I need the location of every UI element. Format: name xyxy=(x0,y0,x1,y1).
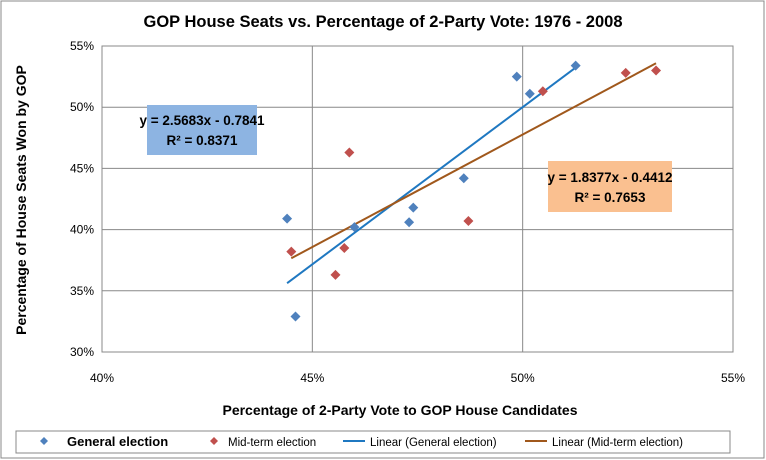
general-label-box xyxy=(147,105,257,155)
legend-general-trend: Linear (General election) xyxy=(370,437,497,449)
x-axis-label: Percentage of 2-Party Vote to GOP House … xyxy=(222,402,577,418)
midterm-r2: R² = 0.7653 xyxy=(575,190,646,205)
x-tick-label: 45% xyxy=(300,371,324,385)
legend-general-marker xyxy=(40,437,48,445)
y-tick-label: 45% xyxy=(70,161,94,175)
general-point xyxy=(570,60,581,71)
x-tick-label: 55% xyxy=(721,371,745,385)
general-point xyxy=(458,173,469,184)
general-r2: R² = 0.8371 xyxy=(167,133,238,148)
legend-box xyxy=(15,430,731,454)
y-tick-label: 40% xyxy=(70,223,94,237)
general-point xyxy=(408,202,419,213)
x-tick-label: 50% xyxy=(511,371,535,385)
legend-midterm-trend: Linear (Mid-term election) xyxy=(552,437,683,449)
legend-midterm: Mid-term election xyxy=(228,437,316,449)
midterm-equation: y = 1.8377x - 0.4412 xyxy=(548,170,673,185)
general-point xyxy=(404,217,415,228)
general-trendline xyxy=(286,66,577,284)
midterm-point xyxy=(344,147,355,158)
midterm-point xyxy=(330,269,341,280)
chart-title: GOP House Seats vs. Percentage of 2-Part… xyxy=(143,13,622,31)
midterm-trendline-label: y = 1.8377x - 0.4412 R² = 0.7653 xyxy=(548,161,673,212)
midterm-point xyxy=(286,246,297,257)
legend: General election Mid-term election Linea… xyxy=(15,430,731,454)
midterm-label-box xyxy=(548,161,672,212)
general-point xyxy=(511,71,522,82)
midterm-point xyxy=(620,67,631,78)
legend-midterm-marker xyxy=(210,437,218,445)
y-tick-label: 55% xyxy=(70,39,94,53)
y-tick-label: 30% xyxy=(70,345,94,359)
legend-general: General election xyxy=(67,434,168,449)
midterm-point xyxy=(651,65,662,76)
general-equation: y = 2.5683x - 0.7841 xyxy=(140,113,265,128)
x-tick-label: 40% xyxy=(90,371,114,385)
general-trendline-label: y = 2.5683x - 0.7841 R² = 0.8371 xyxy=(140,105,265,155)
y-tick-label: 50% xyxy=(70,100,94,114)
midterm-point xyxy=(537,86,548,97)
general-point xyxy=(349,222,360,233)
y-axis-label: Percentage of House Seats Won by GOP xyxy=(13,65,29,335)
general-point xyxy=(282,213,293,224)
midterm-point xyxy=(339,242,350,253)
general-point xyxy=(524,88,535,99)
y-tick-label: 35% xyxy=(70,284,94,298)
general-point xyxy=(290,311,301,322)
midterm-point xyxy=(463,216,474,227)
